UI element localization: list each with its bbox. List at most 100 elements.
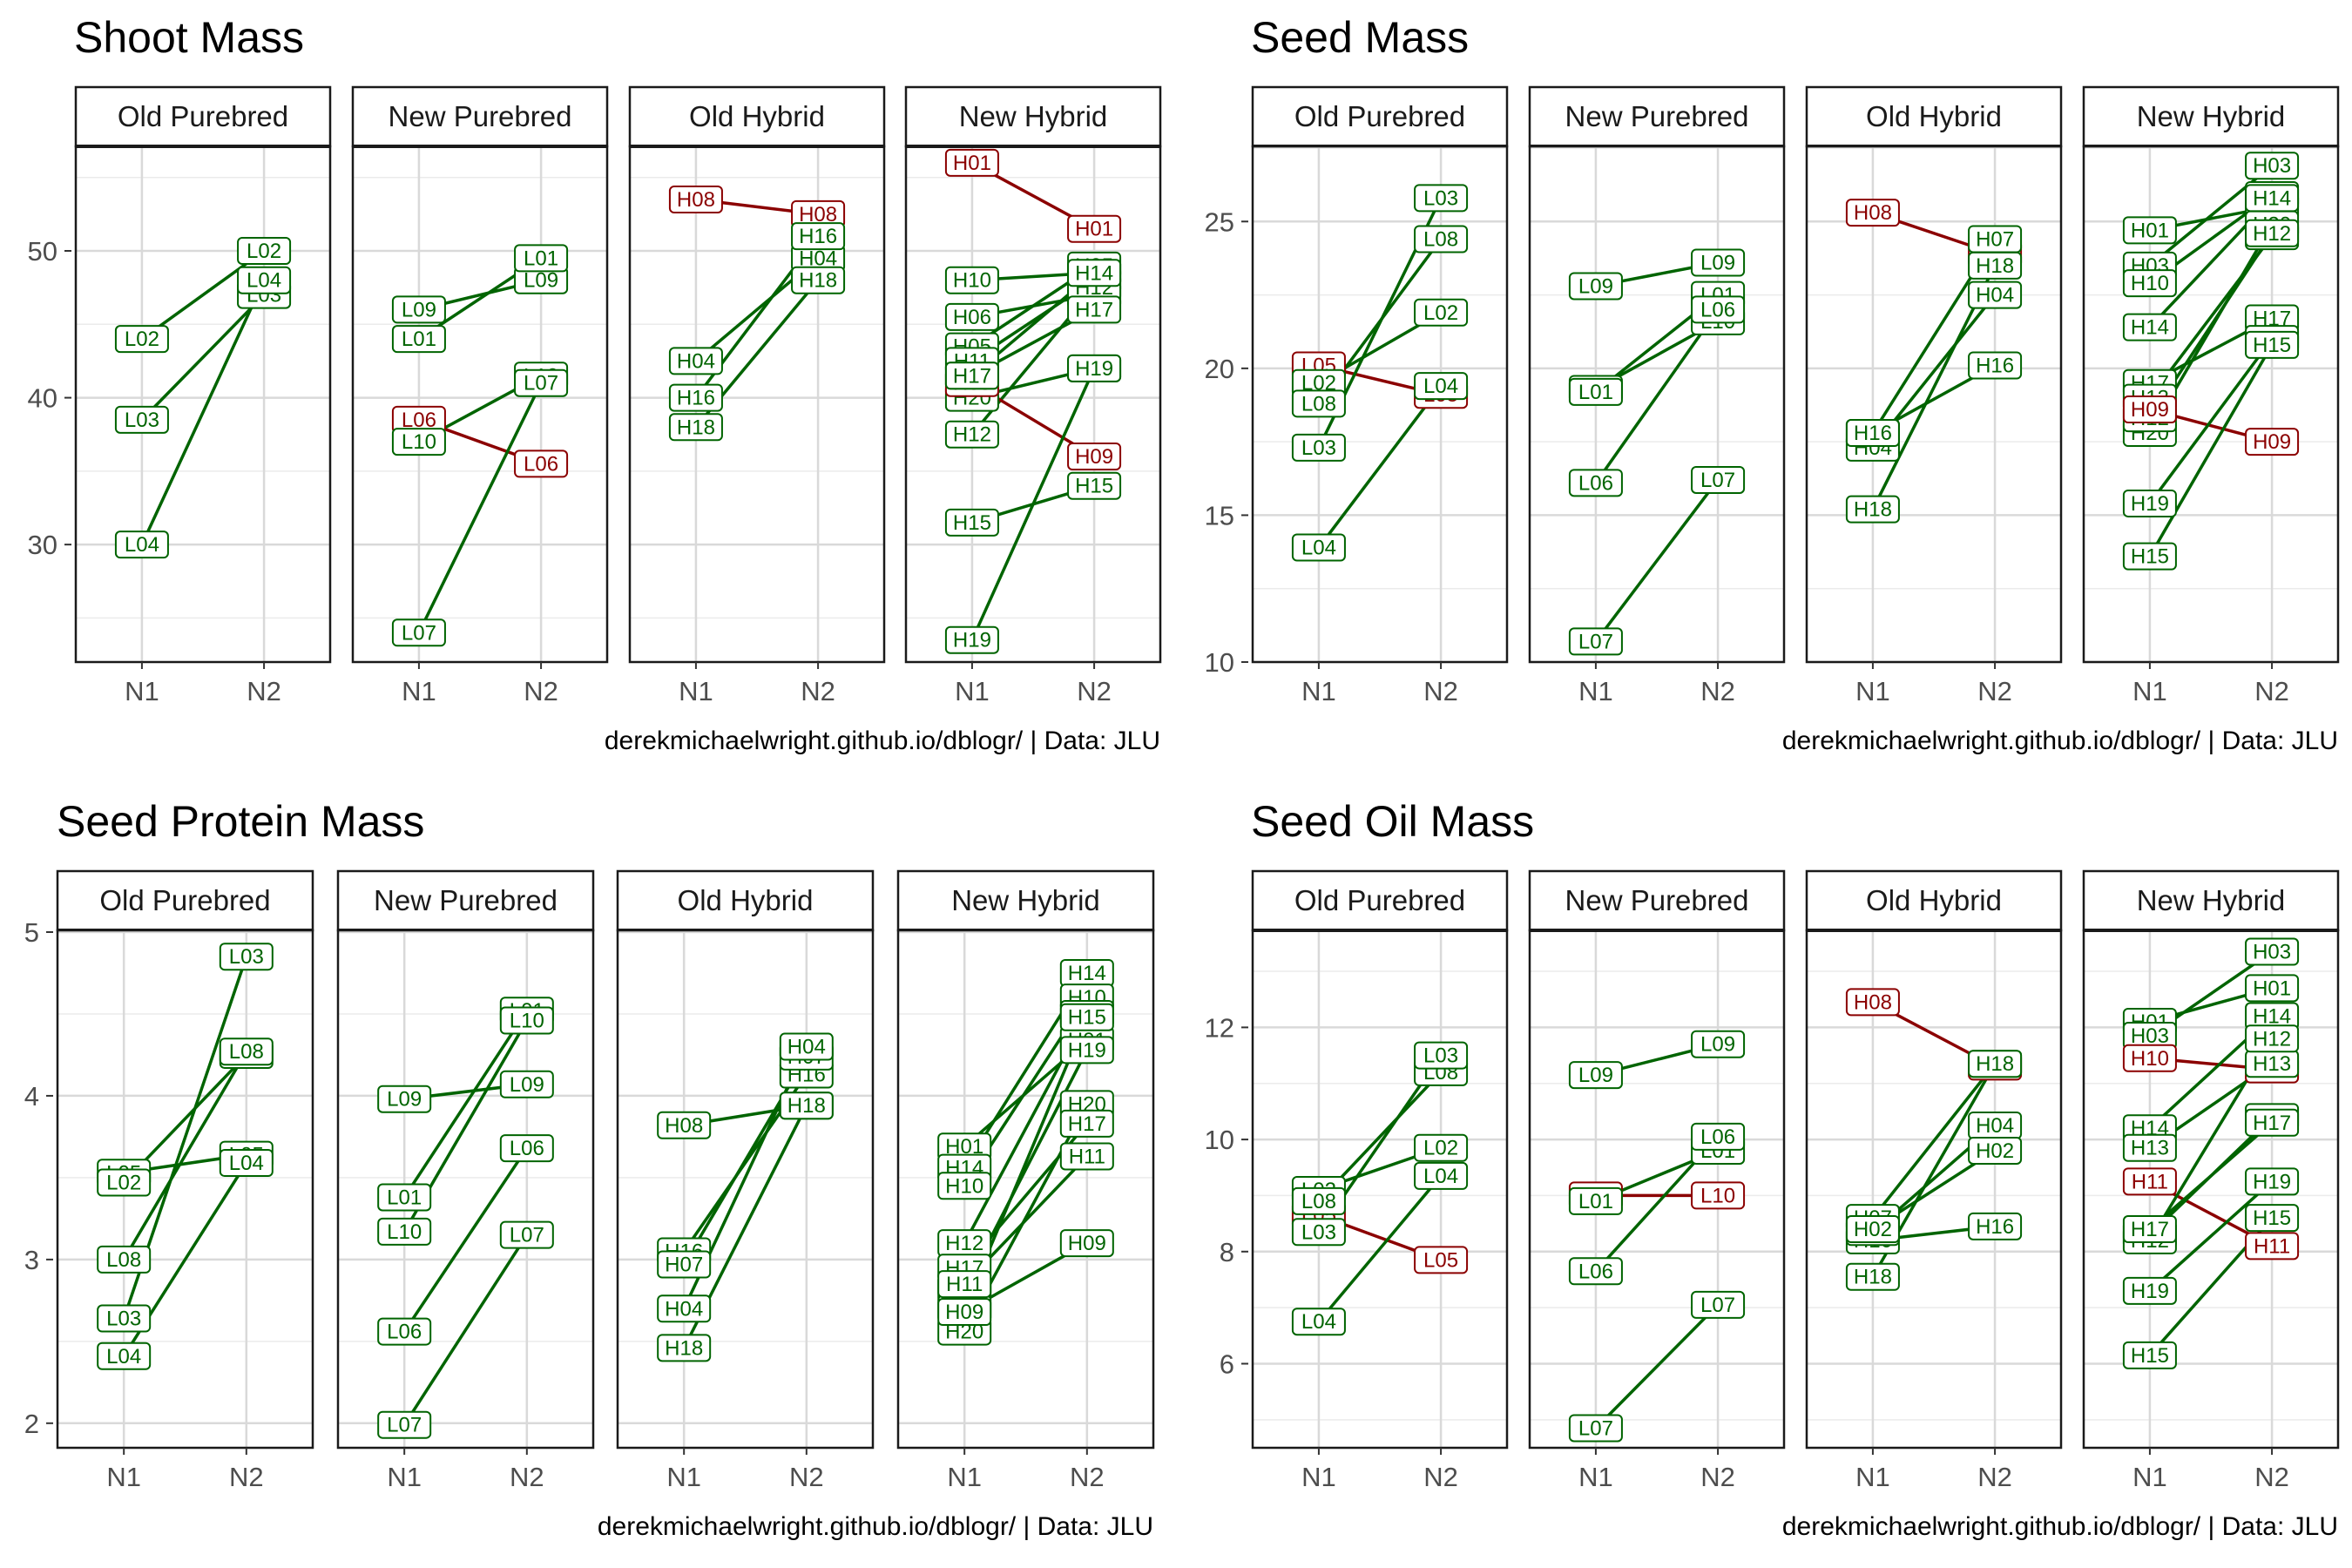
series-line-h19 — [2148, 338, 2274, 504]
x-tick-label: N2 — [1423, 1462, 1458, 1492]
point-label-h09: H09 — [1067, 443, 1122, 470]
point-label-h14: H14 — [1059, 958, 1114, 987]
point-label-h08: H08 — [1845, 988, 1900, 1017]
point-label-h12: H12 — [2245, 219, 2300, 247]
point-label-text: L07 — [524, 372, 558, 395]
point-label-text: H17 — [1075, 298, 1113, 321]
point-label-text: H09 — [1075, 445, 1113, 469]
point-label-h10: H10 — [944, 266, 999, 294]
point-label-box — [944, 362, 999, 390]
strip-box — [1251, 85, 1509, 148]
x-tick-label: N2 — [2254, 676, 2289, 706]
panel-new-hybrid: New HybridH01H01H14H14H10H10H12H12H19H19… — [896, 869, 1155, 1492]
panel-border — [2082, 929, 2340, 1450]
series-line-l03 — [140, 294, 266, 422]
strip-box — [1528, 869, 1786, 932]
point-label-l02: L02 — [1414, 298, 1469, 327]
point-label-text: L02 — [1423, 1137, 1458, 1160]
point-label-text: H15 — [2253, 1206, 2291, 1230]
point-label-text: L07 — [1700, 1294, 1735, 1317]
point-label-box — [1414, 372, 1469, 401]
point-label-l03: L03 — [1291, 433, 1346, 462]
panel-border — [1528, 145, 1786, 664]
point-label-box — [97, 1245, 152, 1274]
point-label-h11: H11 — [2245, 1232, 2300, 1260]
point-label-h18: H18 — [1968, 251, 2023, 280]
point-label-box — [1291, 1218, 1346, 1247]
point-label-h19: H19 — [1067, 354, 1122, 382]
x-tick-label: N2 — [1423, 676, 1458, 706]
point-label-h19: H19 — [944, 625, 999, 654]
panel-new-purebred: New PurebredL09L09L01L01L10L10L06L06L07L… — [336, 869, 595, 1492]
x-tick-label: N1 — [955, 676, 990, 706]
point-label-box — [219, 1148, 274, 1177]
point-label-h15: H15 — [1067, 471, 1122, 500]
point-label-box — [1968, 251, 2023, 280]
point-label-text: H12 — [953, 423, 991, 447]
point-label-box — [499, 1006, 554, 1035]
point-label-text: L06 — [1578, 471, 1613, 495]
point-label-h15: H15 — [2122, 542, 2177, 571]
point-label-text: L05 — [1423, 1248, 1458, 1272]
point-label-box — [1568, 469, 1623, 497]
strip-label: Old Purebred — [118, 100, 288, 132]
point-label-box — [1691, 248, 1746, 277]
point-label-box — [499, 1220, 554, 1249]
panel-border — [1251, 929, 1509, 1450]
strip-label: New Purebred — [374, 884, 558, 916]
series-line-l07 — [1594, 478, 1720, 643]
chart-title: Seed Oil Mass — [1251, 797, 1534, 846]
panel-border — [336, 929, 595, 1450]
y-tick-label: 20 — [1205, 354, 1234, 384]
x-tick-label: N2 — [1700, 1462, 1735, 1492]
point-label-h17: H17 — [2245, 1108, 2300, 1137]
point-label-text: H02 — [1976, 1139, 2014, 1163]
panel-old-hybrid: Old HybridH08H08H07H07H18H18H04H04H16H16… — [1805, 85, 2063, 706]
point-label-text: H08 — [665, 1114, 703, 1138]
point-label-h13: H13 — [2245, 1050, 2300, 1078]
point-label-box — [1568, 1061, 1623, 1090]
point-label-l01: L01 — [1568, 377, 1623, 406]
point-label-l03: L03 — [1291, 1218, 1346, 1247]
point-label-l04: L04 — [1414, 372, 1469, 401]
point-label-h07: H07 — [657, 1250, 712, 1279]
point-label-box — [2122, 1167, 2177, 1196]
point-label-h15: H15 — [2245, 1204, 2300, 1233]
point-label-box — [377, 1410, 432, 1439]
point-label-box — [1067, 295, 1122, 324]
point-label-text: H09 — [2253, 430, 2291, 454]
point-label-text: H16 — [1854, 422, 1892, 445]
point-label-text: H14 — [1068, 962, 1106, 985]
point-label-box — [377, 1217, 432, 1246]
point-label-box — [2122, 1215, 2177, 1244]
point-label-l01: L01 — [377, 1183, 432, 1212]
point-label-box — [499, 1070, 554, 1098]
point-label-text: H10 — [2131, 1047, 2169, 1071]
point-label-text: H01 — [953, 152, 991, 175]
point-label-text: L03 — [1301, 1220, 1336, 1244]
point-label-text: L04 — [106, 1345, 141, 1369]
panel-border — [904, 145, 1162, 664]
x-tick-label: N2 — [1700, 676, 1735, 706]
point-label-l06: L06 — [1568, 1257, 1623, 1286]
y-tick-label: 40 — [28, 383, 57, 414]
point-label-h03: H03 — [2122, 1022, 2177, 1051]
x-tick-label: N2 — [1077, 676, 1112, 706]
point-label-h14: H14 — [1067, 259, 1122, 287]
point-label-text: H10 — [945, 1174, 983, 1198]
point-label-box — [657, 1334, 712, 1362]
point-label-box — [1691, 1030, 1746, 1058]
point-label-box — [1568, 377, 1623, 406]
point-label-text: L06 — [510, 1137, 544, 1160]
point-label-l09: L09 — [377, 1085, 432, 1113]
point-label-l04: L04 — [237, 266, 292, 294]
strip-box — [1805, 869, 2063, 932]
strip-label: New Hybrid — [959, 100, 1108, 132]
point-label-text: H11 — [2254, 1234, 2290, 1258]
point-label-l10: L10 — [377, 1217, 432, 1246]
point-label-box — [2122, 1044, 2177, 1072]
point-label-l03: L03 — [1414, 1041, 1469, 1070]
point-label-box — [668, 413, 723, 442]
point-label-box — [1059, 1109, 1114, 1138]
